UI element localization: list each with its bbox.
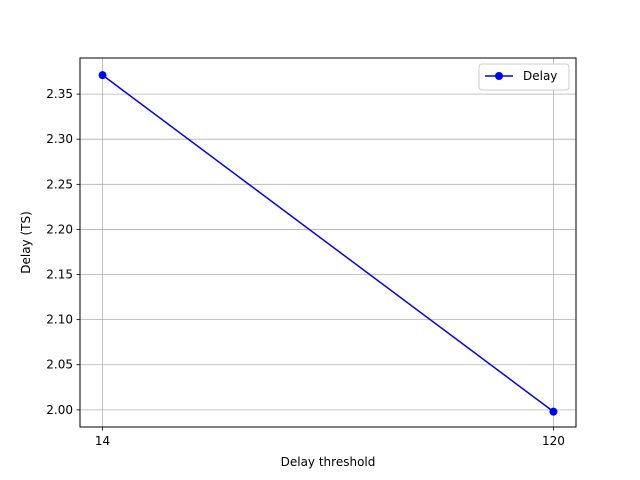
legend: Delay [478, 63, 570, 91]
series-line [102, 74, 554, 413]
y-tick-label: 2.15 [46, 268, 73, 282]
y-tick-label: 2.10 [46, 313, 73, 327]
legend-box [478, 63, 570, 91]
y-tick-label: 2.05 [46, 358, 73, 372]
data-point [98, 71, 107, 80]
legend-marker [495, 72, 503, 80]
y-tick-label: 2.25 [46, 177, 73, 191]
y-axis-label: Delay (TS) [19, 211, 33, 274]
y-tick-label: 2.20 [46, 222, 73, 236]
grid [80, 58, 576, 427]
x-axis-label: Delay threshold [281, 455, 376, 469]
plot-area [79, 57, 577, 428]
y-tick-label: 2.30 [46, 132, 73, 146]
y-tick-label: 2.35 [46, 87, 73, 101]
legend-label: Delay [523, 69, 557, 83]
series-layer [98, 71, 558, 416]
x-tick-label: 14 [95, 434, 110, 448]
axis-ticks: 2.00 2.05 2.10 2.15 2.20 2.25 2.30 2.35 14 120 [46, 87, 565, 448]
data-point [549, 407, 558, 416]
y-tick-label: 2.00 [46, 403, 73, 417]
x-tick-label: 120 [542, 434, 565, 448]
